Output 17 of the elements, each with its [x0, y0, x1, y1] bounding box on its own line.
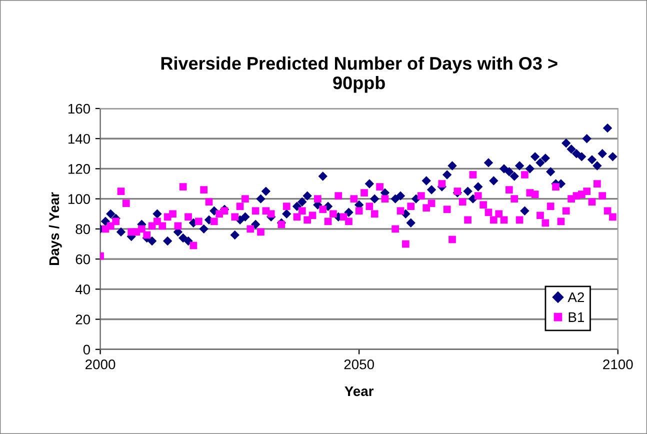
y-tick-label: 40	[75, 284, 90, 294]
x-tick-label: 2100	[603, 359, 633, 370]
x-axis-title: Year	[344, 386, 374, 396]
y-tick-label: 60	[76, 254, 90, 264]
y-tick-label: 140	[68, 134, 90, 144]
legend-label: A2	[568, 292, 584, 302]
y-tick-label: 120	[68, 164, 90, 174]
y-tick-label: 20	[76, 314, 90, 324]
y-tick-label: 160	[68, 104, 90, 114]
y-tick-label: 100	[68, 194, 90, 204]
chart-title: Riverside Predicted Number of Days with O3 > 90ppb	[161, 56, 558, 93]
y-tick-label: 0	[83, 344, 90, 355]
y-axis-title: Days / Year	[48, 192, 62, 265]
y-tick-label: 80	[76, 224, 90, 234]
legend-label: B1	[568, 312, 584, 322]
x-tick-label: 2050	[344, 359, 374, 370]
x-tick-label: 2000	[86, 359, 116, 370]
